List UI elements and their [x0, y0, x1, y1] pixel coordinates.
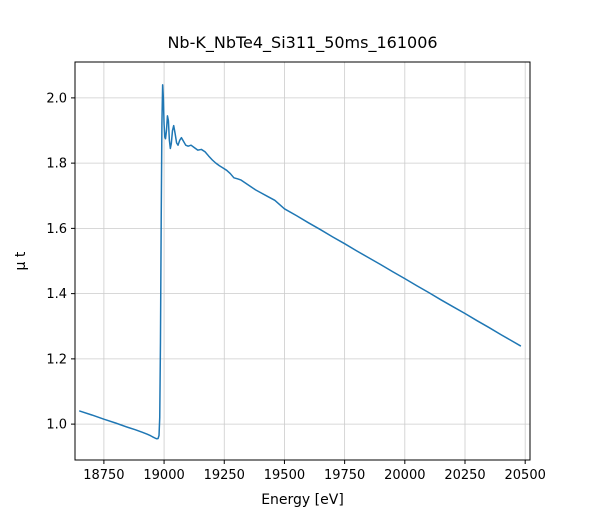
y-tick-label: 2.0 — [46, 91, 67, 106]
ticks-layer — [71, 97, 526, 464]
y-tick-label: 1.2 — [46, 352, 67, 367]
x-tick-label: 20250 — [444, 468, 485, 483]
y-tick-label: 1.8 — [46, 157, 67, 172]
y-tick-label: 1.0 — [46, 418, 67, 433]
labels-layer: 18750 19000 19250 19500 19750 20000 20250 20500… — [46, 91, 546, 483]
y-tick-label: 1.6 — [46, 222, 67, 237]
x-tick-label: 19500 — [264, 468, 305, 483]
x-tick-label: 19750 — [324, 468, 365, 483]
grid-layer — [75, 62, 530, 460]
x-tick-label: 19000 — [143, 468, 184, 483]
data-line — [79, 84, 522, 440]
x-tick-label: 20500 — [505, 468, 546, 483]
y-tick-label: 1.4 — [46, 287, 67, 302]
chart-title: Nb-K_NbTe4_Si311_50ms_161006 — [167, 33, 437, 53]
x-tick-label: 18750 — [83, 468, 124, 483]
x-tick-label: 19250 — [204, 468, 245, 483]
x-tick-label: 20000 — [384, 468, 425, 483]
plot-area — [74, 61, 531, 461]
x-axis-label: Energy [eV] — [261, 492, 344, 508]
y-axis-label: μ t — [13, 251, 29, 270]
